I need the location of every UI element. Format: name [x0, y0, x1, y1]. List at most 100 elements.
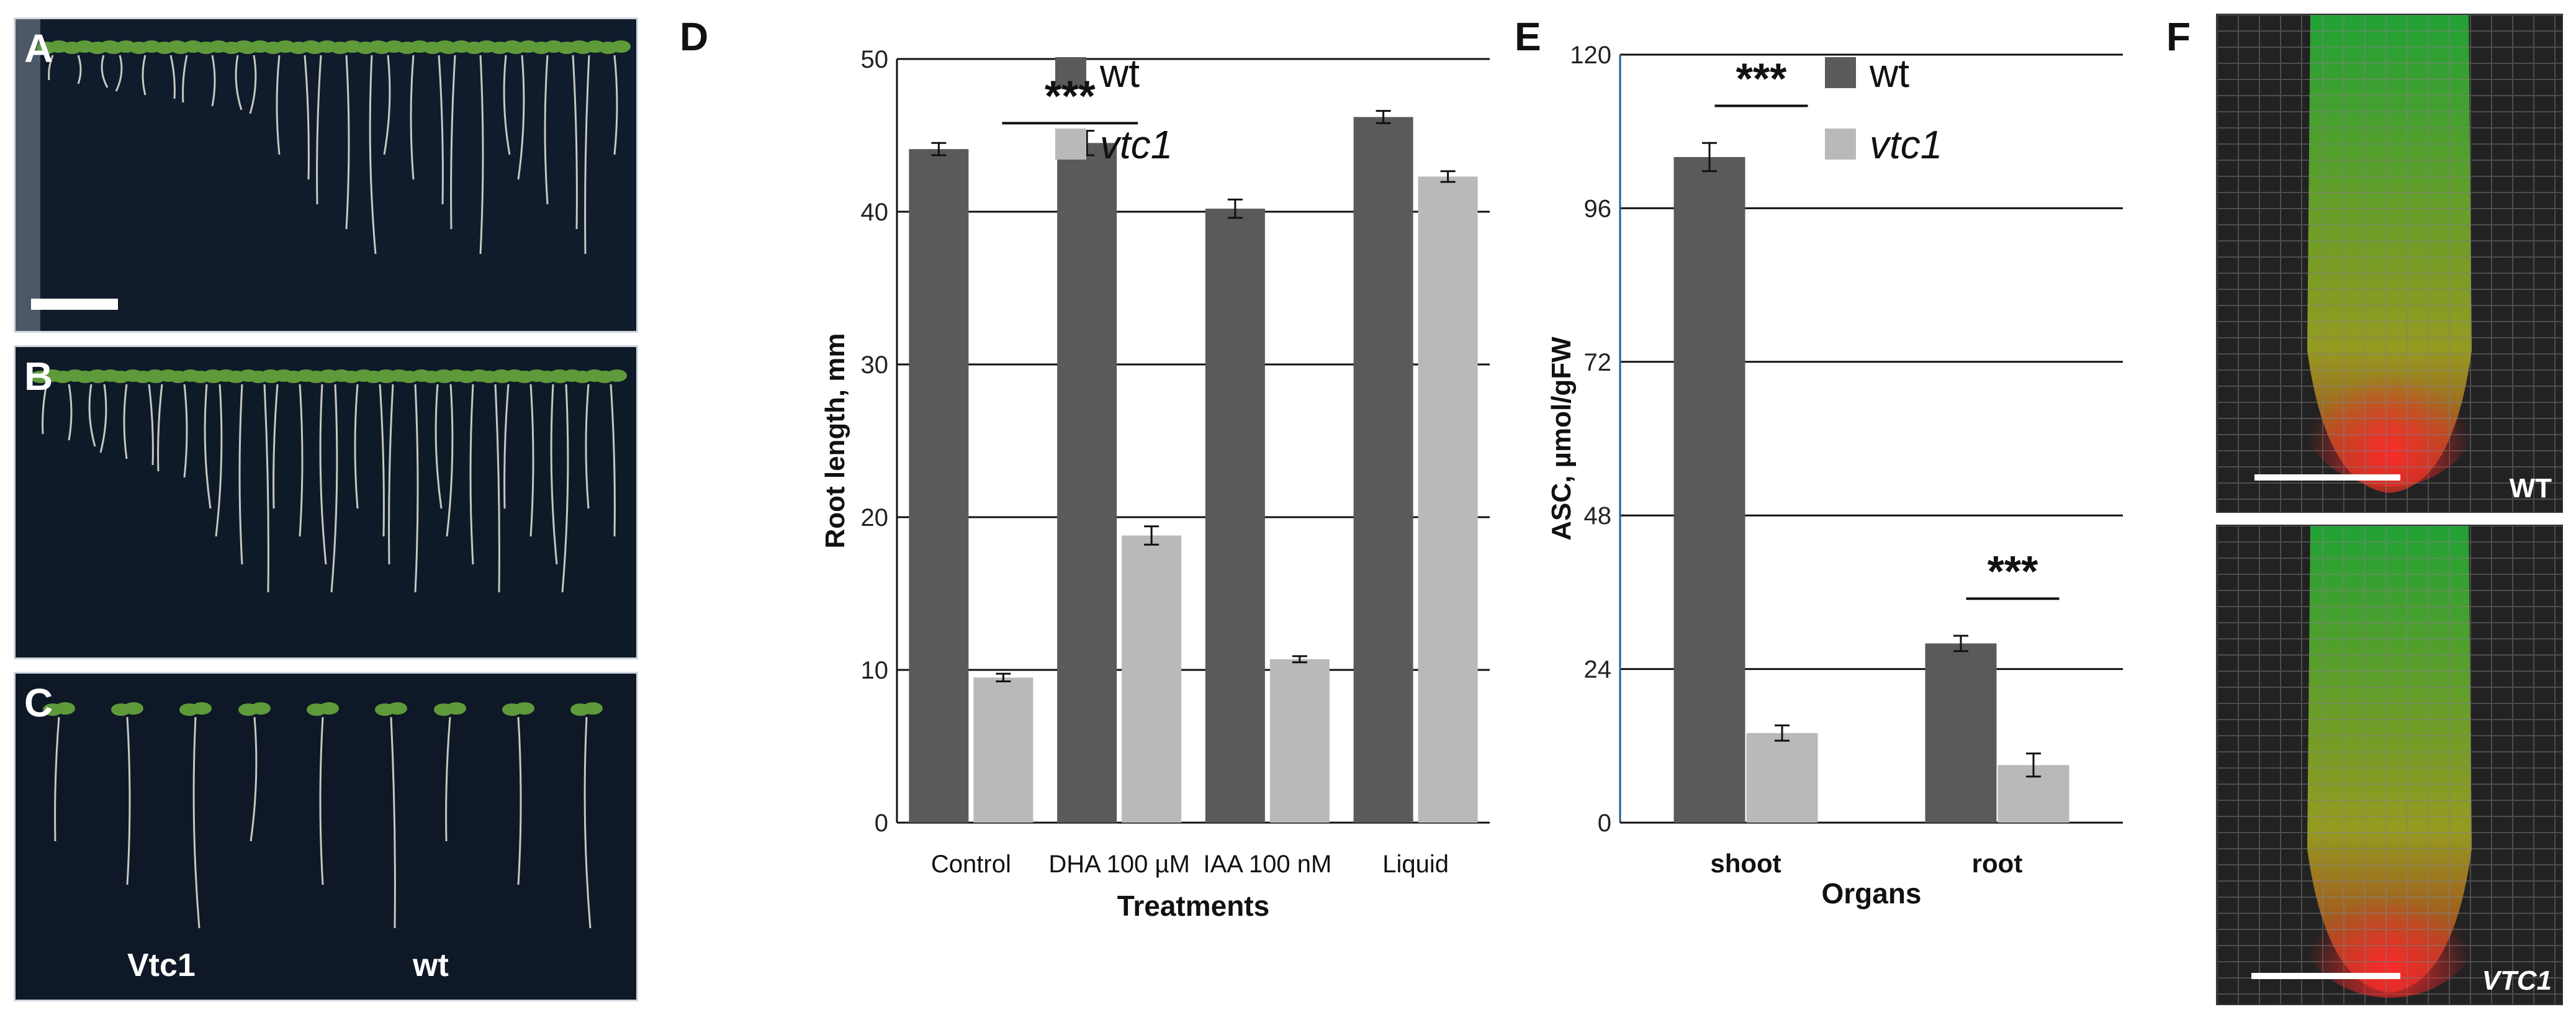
leaf	[192, 702, 212, 715]
scale-bar-wt	[2254, 474, 2400, 481]
photo-panel-c: C Vtc1 wt	[14, 672, 638, 1001]
bar-vtc1-d-1	[1122, 535, 1182, 823]
root-line	[276, 55, 281, 155]
root-line	[410, 55, 415, 180]
legend-label-vtc1: vtc1	[1870, 122, 1942, 167]
bar-wt-e-0	[1673, 156, 1745, 823]
legend-swatch-wt	[1055, 57, 1086, 88]
root-line	[414, 384, 419, 593]
x-axis-label: Treatments	[1117, 890, 1269, 922]
root-line	[183, 384, 188, 478]
root-line	[435, 384, 443, 509]
root-line	[584, 55, 590, 255]
root-line	[544, 55, 549, 205]
root-line	[235, 55, 243, 111]
chart-root-length: 0 10 20 30 40 50 Control DHA 100 µM IAA 100 nM Li…	[820, 46, 1490, 922]
root-line	[319, 384, 327, 565]
root-line	[494, 384, 500, 593]
root-line	[529, 384, 534, 537]
legend-label-wt: wt	[1869, 51, 1909, 96]
root-line	[610, 384, 616, 537]
micrograph-wt: WT	[2216, 14, 2563, 513]
panel-label-b: B	[24, 354, 53, 399]
root-line	[182, 55, 188, 103]
bar-wt-e-1	[1925, 643, 1997, 823]
root-line	[99, 384, 107, 453]
y-tick-label: 20	[861, 504, 889, 531]
root-line	[517, 716, 522, 885]
y-tick-label: 40	[861, 199, 889, 226]
significance-label: ***	[1988, 547, 2038, 595]
root-line	[445, 716, 451, 842]
photo-panel-a: A	[14, 17, 638, 333]
x-tick-label: shoot	[1710, 849, 1781, 878]
seedlings-c	[16, 674, 636, 1000]
root-line	[115, 55, 123, 92]
micrograph-label-vtc1: VTC1	[2482, 965, 2552, 996]
bar-wt-d-3	[1353, 117, 1413, 823]
root-line	[211, 55, 216, 107]
root-line	[446, 384, 454, 537]
root-line	[88, 384, 96, 447]
bar-wt-d-0	[909, 149, 969, 823]
chart-asc-content: 0 24 48 72 96 120 shoot root Organs ASC, µmol/gFW…	[1546, 42, 2123, 910]
x-axis-label: Organs	[1821, 877, 1921, 910]
leaf	[55, 702, 75, 715]
x-tick-label: IAA 100 nM	[1203, 851, 1331, 878]
root-line	[238, 384, 243, 565]
leaf	[319, 702, 339, 715]
root-line	[192, 716, 200, 929]
root-line	[263, 384, 269, 593]
root-line	[383, 55, 391, 155]
root-line	[250, 716, 258, 842]
leaf	[387, 702, 407, 715]
y-tick-label: 72	[1584, 349, 1612, 376]
root-line	[304, 55, 310, 180]
y-tick-label: 48	[1584, 502, 1612, 530]
root-line	[77, 55, 82, 84]
root-line	[390, 716, 396, 929]
seedlings-a	[16, 19, 636, 331]
y-tick-label: 24	[1584, 656, 1612, 684]
bar-vtc1-d-2	[1269, 659, 1330, 823]
root-line	[613, 55, 618, 155]
bar-vtc1-d-3	[1418, 176, 1478, 823]
legend-label-wt: wt	[1099, 51, 1140, 96]
root-line	[572, 55, 578, 230]
y-axis-label: Root length, mm	[820, 333, 850, 548]
root-line	[272, 384, 279, 509]
legend-swatch-vtc1	[1825, 129, 1856, 160]
root-line	[561, 384, 569, 593]
root-line	[345, 55, 350, 230]
y-tick-label: 30	[861, 351, 889, 379]
root-line	[148, 384, 154, 466]
x-tick-label: Control	[931, 851, 1011, 878]
root-line	[469, 384, 474, 565]
bar-wt-d-1	[1057, 143, 1117, 823]
root-line	[48, 55, 54, 81]
micrograph-label-wt: WT	[2509, 473, 2552, 504]
root-line	[215, 384, 223, 537]
panel-label-d: D	[680, 14, 709, 59]
root-line	[101, 55, 109, 88]
scale-bar-vtc1	[2251, 973, 2400, 979]
root-line	[249, 55, 257, 114]
y-axis-label: ASC, µmol/gFW	[1546, 337, 1577, 541]
y-tick-label: 120	[1570, 42, 1611, 69]
root-line	[126, 716, 131, 885]
root-line	[316, 55, 322, 205]
root-line	[157, 384, 163, 472]
root-tip-image-wt	[2217, 15, 2562, 512]
x-tick-label: DHA 100 µM	[1048, 851, 1190, 878]
root-line	[330, 384, 338, 593]
y-tick-label: 96	[1584, 195, 1612, 222]
root-line	[479, 55, 484, 255]
root-line	[585, 384, 590, 509]
legend-swatch-wt	[1825, 57, 1856, 88]
leaf	[515, 702, 534, 715]
bar-vtc1-e-0	[1746, 733, 1818, 823]
root-line	[583, 716, 592, 929]
root-line	[54, 716, 60, 842]
leaf	[611, 40, 631, 53]
root-line	[204, 384, 212, 509]
